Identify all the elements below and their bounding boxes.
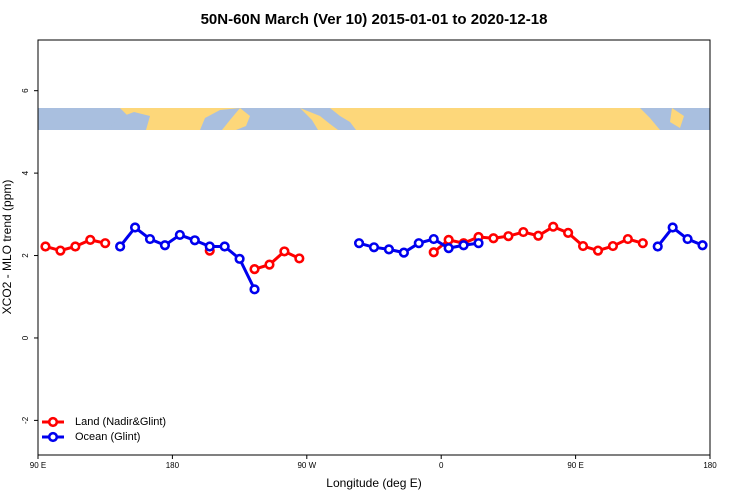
x-axis-label: Longitude (deg E) <box>326 476 421 490</box>
data-point <box>219 241 230 252</box>
data-point <box>563 227 574 238</box>
data-point <box>443 234 454 245</box>
data-point <box>622 233 633 245</box>
data-point <box>249 284 260 295</box>
plot-frame <box>37 39 711 456</box>
data-point <box>85 234 96 245</box>
data-point <box>518 226 529 238</box>
data-point <box>129 222 141 233</box>
data-point <box>548 221 559 232</box>
data-point <box>115 241 126 252</box>
data-point <box>383 244 395 255</box>
data-point <box>637 238 648 249</box>
data-point <box>174 229 185 241</box>
y-tick-label: 6 <box>21 88 30 93</box>
data-point <box>488 233 499 244</box>
data-point <box>249 264 260 275</box>
map-band <box>38 108 710 130</box>
chart-title: 50N-60N March (Ver 10) 2015-01-01 to 202… <box>201 11 548 28</box>
data-point <box>428 247 439 258</box>
data-point <box>592 245 604 256</box>
y-tick-label: 0 <box>21 335 30 340</box>
data-point <box>682 233 693 245</box>
series-line <box>118 225 704 290</box>
x-tick-label: 90 W <box>297 461 316 470</box>
data-point <box>667 222 678 233</box>
data-point <box>503 231 514 242</box>
data-point <box>652 241 663 252</box>
data-point <box>204 241 215 252</box>
x-tick-label: 0 <box>439 461 444 470</box>
legend-label: Land (Nadir&Glint) <box>75 416 166 428</box>
x-tick-label: 180 <box>703 461 717 470</box>
data-point <box>398 247 409 258</box>
data-point <box>294 253 305 264</box>
y-tick-label: 4 <box>21 170 30 175</box>
data-point <box>458 240 469 251</box>
data-point <box>40 241 51 252</box>
data-point <box>353 238 365 249</box>
x-tick-label: 90 E <box>567 461 583 470</box>
data-point <box>413 238 424 249</box>
data-point <box>473 238 484 249</box>
data-point <box>533 230 544 241</box>
data-point <box>368 242 380 253</box>
data-point <box>55 245 66 256</box>
x-tick-label: 90 E <box>30 461 46 470</box>
legend-label: Ocean (Glint) <box>75 431 140 443</box>
y-tick-label: 2 <box>21 253 30 258</box>
data-point <box>189 235 200 246</box>
x-tick-label: 180 <box>166 461 180 470</box>
y-axis-label: XCO2 - MLO trend (ppm) <box>0 180 14 315</box>
data-point <box>100 238 111 249</box>
data-point <box>70 241 81 252</box>
data-point <box>144 233 156 245</box>
data-point <box>577 240 589 252</box>
data-point <box>607 240 619 252</box>
legend-marker <box>47 431 59 443</box>
series-line <box>45 225 644 271</box>
data-point <box>279 246 290 257</box>
data-point <box>159 240 171 251</box>
data-point <box>428 233 439 245</box>
legend-marker <box>47 416 59 428</box>
data-point <box>264 259 275 270</box>
data-point <box>697 240 708 251</box>
data-point <box>234 253 245 264</box>
y-tick-label: -2 <box>21 416 30 424</box>
data-point <box>443 243 454 254</box>
